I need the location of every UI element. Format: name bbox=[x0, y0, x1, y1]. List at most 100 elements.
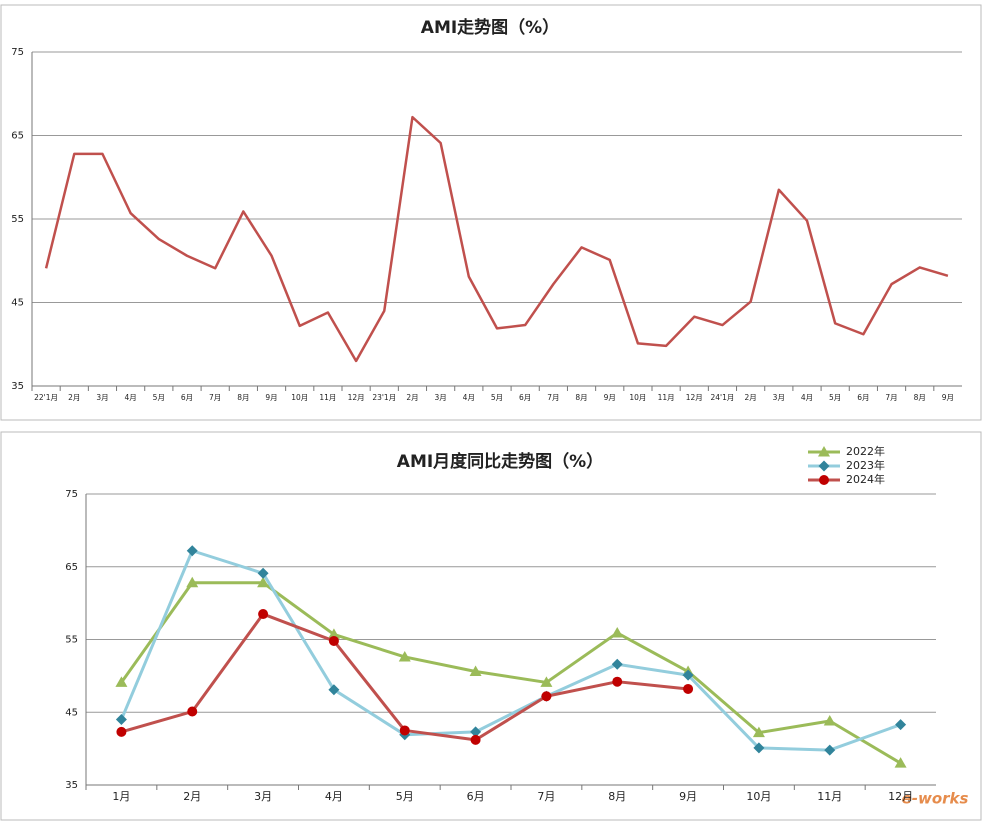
marker bbox=[258, 609, 269, 620]
y-tick-label: 35 bbox=[65, 780, 78, 791]
watermark: e-works bbox=[902, 790, 969, 808]
x-tick-label: 10月 bbox=[629, 393, 646, 402]
marker bbox=[683, 683, 694, 694]
marker bbox=[469, 665, 482, 677]
marker bbox=[612, 676, 623, 687]
x-tick-label: 3月 bbox=[96, 393, 108, 402]
marker bbox=[470, 734, 481, 745]
x-tick-label: 7月 bbox=[547, 393, 559, 402]
y-tick-label: 45 bbox=[65, 707, 78, 718]
marker bbox=[187, 706, 198, 717]
x-tick-label: 7月 bbox=[885, 393, 897, 402]
marker bbox=[818, 460, 830, 472]
legend-label: 2024年 bbox=[846, 472, 885, 486]
marker bbox=[824, 744, 836, 756]
series-line bbox=[44, 115, 949, 363]
marker bbox=[894, 757, 907, 768]
chart-title: AMI走势图（%） bbox=[421, 17, 559, 38]
x-tick-label: 12月 bbox=[686, 393, 703, 402]
legend-label: 2022年 bbox=[846, 444, 885, 458]
x-tick-label: 2月 bbox=[406, 393, 418, 402]
chart-frame bbox=[0, 4, 982, 421]
marker bbox=[328, 635, 339, 646]
marker bbox=[115, 714, 127, 726]
marker bbox=[823, 714, 836, 726]
x-tick-label: 9月 bbox=[604, 393, 616, 402]
x-tick-label: 5月 bbox=[491, 393, 503, 402]
x-tick-label: 2月 bbox=[744, 393, 756, 402]
y-tick-label: 75 bbox=[65, 489, 78, 500]
marker bbox=[115, 676, 128, 687]
x-tick-label: 7月 bbox=[209, 393, 221, 402]
marker bbox=[257, 567, 269, 579]
y-tick-label: 55 bbox=[65, 635, 78, 646]
x-tick-label: 5月 bbox=[396, 790, 414, 803]
legend-label: 2023年 bbox=[846, 458, 885, 472]
y-tick-label: 75 bbox=[11, 47, 24, 58]
marker bbox=[752, 726, 765, 738]
x-tick-label: 8月 bbox=[575, 393, 587, 402]
x-tick-label: 4月 bbox=[463, 393, 475, 402]
x-tick-label: 11月 bbox=[817, 790, 842, 803]
x-tick-label: 10月 bbox=[291, 393, 308, 402]
x-tick-label: 4月 bbox=[801, 393, 813, 402]
x-tick-label: 9月 bbox=[679, 790, 697, 803]
x-tick-label: 8月 bbox=[914, 393, 926, 402]
x-tick-label: 1月 bbox=[112, 790, 130, 803]
marker bbox=[541, 691, 552, 702]
x-tick-label: 6月 bbox=[519, 393, 531, 402]
x-tick-label: 4月 bbox=[124, 393, 136, 402]
marker bbox=[818, 446, 830, 457]
marker bbox=[116, 726, 127, 737]
x-tick-label: 3月 bbox=[773, 393, 785, 402]
x-tick-label: 5月 bbox=[829, 393, 841, 402]
marker bbox=[895, 719, 907, 731]
x-tick-label: 3月 bbox=[434, 393, 446, 402]
marker bbox=[470, 726, 482, 738]
marker bbox=[611, 658, 623, 670]
y-tick-label: 55 bbox=[11, 214, 24, 225]
x-tick-label: 9月 bbox=[942, 393, 954, 402]
y-tick-label: 65 bbox=[65, 562, 78, 573]
x-tick-label: 5月 bbox=[153, 393, 165, 402]
x-tick-label: 22'1月 bbox=[34, 393, 58, 402]
x-tick-label: 11月 bbox=[319, 393, 336, 402]
x-tick-label: 23'1月 bbox=[372, 393, 396, 402]
x-tick-label: 24'1月 bbox=[711, 393, 735, 402]
x-tick-label: 11月 bbox=[658, 393, 675, 402]
x-tick-label: 7月 bbox=[537, 790, 555, 803]
series-line bbox=[120, 549, 902, 752]
x-tick-label: 6月 bbox=[467, 790, 485, 803]
marker bbox=[611, 626, 624, 638]
x-tick-label: 10月 bbox=[746, 790, 771, 803]
marker bbox=[327, 628, 340, 639]
marker bbox=[819, 475, 829, 485]
x-tick-label: 12月 bbox=[348, 393, 365, 402]
x-tick-label: 9月 bbox=[265, 393, 277, 402]
x-tick-label: 8月 bbox=[237, 393, 249, 402]
x-tick-label: 12月 bbox=[888, 790, 913, 803]
x-tick-label: 4月 bbox=[325, 790, 343, 803]
x-tick-label: 6月 bbox=[857, 393, 869, 402]
x-tick-label: 6月 bbox=[181, 393, 193, 402]
marker bbox=[398, 650, 411, 662]
y-tick-label: 65 bbox=[11, 131, 24, 142]
marker bbox=[399, 725, 410, 736]
marker bbox=[257, 576, 270, 588]
marker bbox=[186, 545, 198, 557]
chart-title: AMI月度同比走势图（%） bbox=[397, 451, 603, 472]
marker bbox=[328, 684, 340, 696]
marker bbox=[186, 576, 199, 588]
x-tick-label: 3月 bbox=[254, 790, 272, 803]
x-tick-label: 2月 bbox=[68, 393, 80, 402]
x-tick-label: 2月 bbox=[183, 790, 201, 803]
y-tick-label: 35 bbox=[11, 381, 24, 392]
x-tick-label: 8月 bbox=[608, 790, 626, 803]
marker bbox=[753, 742, 765, 754]
marker bbox=[540, 676, 553, 687]
series-line bbox=[120, 581, 902, 765]
y-tick-label: 45 bbox=[11, 298, 24, 309]
marker bbox=[682, 669, 694, 681]
chart-frame bbox=[0, 431, 982, 821]
